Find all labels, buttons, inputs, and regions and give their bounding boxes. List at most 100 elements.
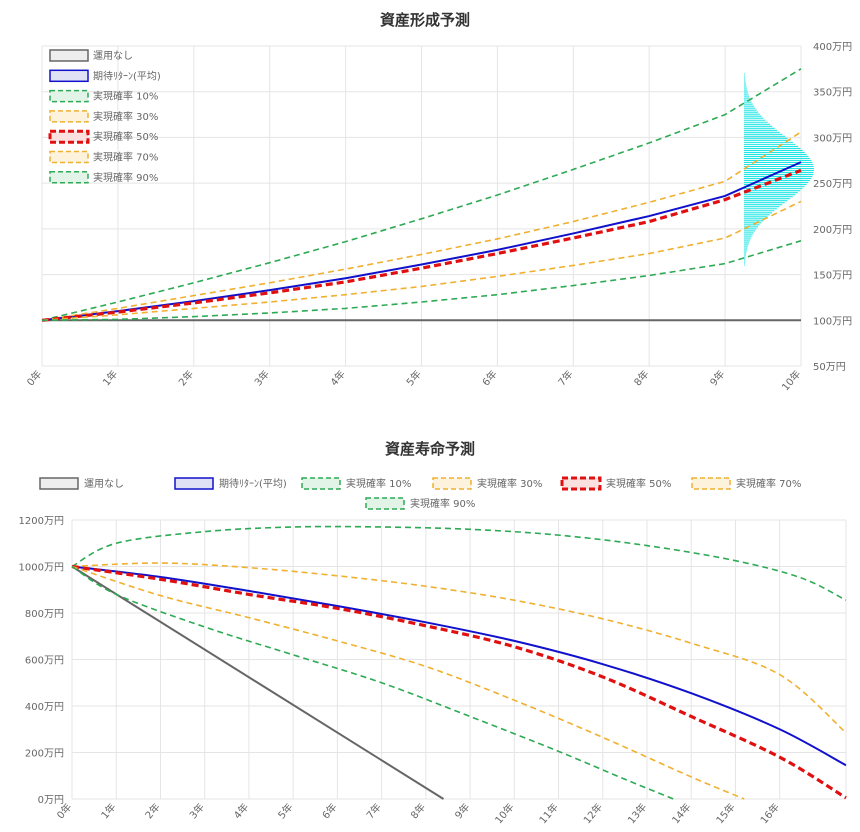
x-tick-label: 5年 — [275, 801, 295, 822]
legend-swatch — [49, 49, 89, 62]
legend-swatch — [432, 477, 472, 490]
series-line-5 — [41, 200, 802, 322]
x-tick-label: 7年 — [555, 368, 575, 389]
x-tick-label: 6年 — [319, 801, 339, 822]
legend-item[interactable]: 実現確率 70% — [49, 150, 158, 164]
legend-label: 実現確率 10% — [93, 90, 158, 103]
legend-label: 実現確率 90% — [410, 497, 475, 510]
legend-item[interactable]: 実現確率 10% — [49, 89, 158, 103]
x-tick-label: 3年 — [252, 368, 272, 389]
y-tick-label: 400万円 — [25, 702, 64, 713]
y-tick-label: 200万円 — [813, 225, 852, 236]
x-tick-label: 16年 — [757, 801, 782, 827]
x-tick-label: 9年 — [452, 801, 472, 822]
legend-swatch — [691, 477, 731, 490]
y-axis-ticks: 0万円 200万円 400万円 600万円 800万円 1000万円 1200万円 — [19, 516, 64, 806]
y-tick-label: 200万円 — [25, 749, 64, 760]
series-line-2 — [71, 525, 847, 601]
x-tick-label: 10年 — [779, 368, 804, 394]
legend-item[interactable]: 期待ﾘﾀｰﾝ(平均) — [49, 69, 161, 83]
x-tick-label: 2年 — [176, 368, 196, 389]
series-line-5 — [71, 565, 745, 800]
series-line-2 — [41, 68, 802, 322]
y-tick-label: 0万円 — [38, 795, 64, 806]
legend-swatch — [49, 171, 89, 184]
x-axis-ticks: 0年 1年 2年 3年 4年 5年 6年 7年 8年 9年 10年 — [24, 368, 803, 394]
x-tick-label: 1年 — [100, 368, 120, 389]
chart-title: 資産形成予測 — [380, 11, 470, 29]
legend-swatch — [560, 476, 602, 491]
legend-label: 実現確率 30% — [477, 477, 542, 490]
y-tick-label: 350万円 — [813, 88, 852, 99]
y-tick-label: 600万円 — [25, 656, 64, 667]
legend-swatch — [174, 477, 214, 490]
y-tick-label: 1000万円 — [19, 563, 64, 574]
chart-title: 資産寿命予測 — [385, 440, 475, 458]
legend-swatch — [301, 477, 341, 490]
y-axis-ticks: 50万円 100万円 150万円 200万円 250万円 300万円 350万円 400万円 — [813, 42, 852, 373]
x-tick-label: 4年 — [231, 801, 251, 822]
x-axis-ticks: 0年 1年 2年 3年 4年 5年 6年 7年 8年 9年 10年 11年 12年 13年 14年 15年 16… — [54, 801, 782, 827]
y-tick-label: 1200万円 — [19, 516, 64, 527]
x-tick-label: 4年 — [327, 368, 347, 389]
legend-label: 実現確率 50% — [606, 477, 671, 490]
x-tick-label: 11年 — [536, 801, 561, 827]
legend-item[interactable]: 運用なし — [39, 477, 124, 490]
series-lines — [41, 68, 802, 322]
legend-swatch — [39, 477, 79, 490]
series-line-6 — [71, 565, 674, 800]
y-tick-label: 400万円 — [813, 42, 852, 53]
legend-swatch — [49, 110, 89, 123]
x-tick-label: 13年 — [625, 801, 650, 827]
series-line-4 — [71, 564, 847, 800]
y-tick-label: 150万円 — [813, 271, 852, 282]
legend-item[interactable]: 実現確率 30% — [432, 477, 542, 490]
legend-swatch — [365, 497, 405, 510]
legend-label: 期待ﾘﾀｰﾝ(平均) — [219, 477, 287, 490]
x-tick-label: 5年 — [403, 368, 423, 389]
legend-label: 運用なし — [93, 50, 133, 62]
legend-label: 実現確率 90% — [93, 171, 158, 184]
series-line-4 — [41, 168, 802, 322]
legend[interactable]: 運用なし 期待ﾘﾀｰﾝ(平均) 実現確率 10% 実現確率 30% 実現確率 50% 実現… — [39, 476, 801, 510]
series-line-0 — [71, 565, 445, 800]
x-tick-label: 0年 — [24, 368, 44, 389]
series-line-3 — [71, 562, 847, 734]
legend-swatch — [49, 150, 89, 164]
legend-label: 実現確率 70% — [736, 477, 801, 490]
x-tick-label: 8年 — [408, 801, 428, 822]
legend-item[interactable]: 実現確率 90% — [49, 171, 158, 184]
series-lines — [71, 525, 847, 800]
series-line-1 — [71, 565, 847, 767]
x-tick-label: 8年 — [631, 368, 651, 389]
x-tick-label: 2年 — [142, 801, 162, 822]
y-tick-label: 100万円 — [813, 316, 852, 327]
legend-swatch — [48, 129, 90, 144]
legend-item[interactable]: 期待ﾘﾀｰﾝ(平均) — [174, 477, 287, 490]
x-tick-label: 15年 — [713, 801, 738, 827]
series-line-6 — [41, 239, 802, 322]
x-tick-label: 6年 — [479, 368, 499, 389]
legend-swatch — [49, 89, 89, 103]
distribution-histogram — [744, 73, 814, 266]
legend-label: 実現確率 70% — [93, 151, 158, 164]
legend-label: 運用なし — [84, 478, 124, 490]
legend-item[interactable]: 実現確率 90% — [365, 497, 475, 510]
legend-item[interactable]: 実現確率 30% — [49, 110, 158, 123]
legend-item[interactable]: 実現確率 70% — [691, 477, 801, 490]
y-tick-label: 300万円 — [813, 133, 852, 144]
legend-item[interactable]: 実現確率 50% — [48, 129, 158, 144]
legend-label: 実現確率 10% — [346, 477, 411, 490]
legend-item[interactable]: 実現確率 10% — [301, 477, 411, 490]
legend-label: 期待ﾘﾀｰﾝ(平均) — [93, 69, 161, 82]
legend-item[interactable]: 運用なし — [49, 49, 133, 62]
x-tick-label: 3年 — [186, 801, 206, 822]
asset-longevity-chart: 資産寿命予測 0万円 200万円 400万円 600万円 800万円 1000万円 1200… — [19, 440, 847, 827]
y-tick-label: 50万円 — [813, 362, 846, 373]
legend-item[interactable]: 実現確率 50% — [560, 476, 671, 491]
legend-swatch — [49, 69, 89, 83]
legend-label: 実現確率 30% — [93, 110, 158, 123]
series-line-3 — [41, 131, 802, 322]
